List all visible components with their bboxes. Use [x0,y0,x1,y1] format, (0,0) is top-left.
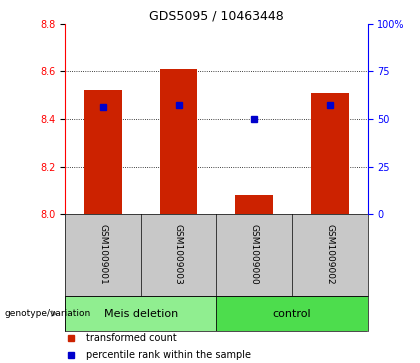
Text: percentile rank within the sample: percentile rank within the sample [86,350,251,360]
Text: GSM1009001: GSM1009001 [98,224,108,285]
Text: transformed count: transformed count [86,333,177,343]
Title: GDS5095 / 10463448: GDS5095 / 10463448 [149,9,284,23]
Text: GSM1009002: GSM1009002 [325,224,334,285]
Bar [65,296,216,331]
Text: genotype/variation: genotype/variation [4,309,90,318]
Bar [311,93,349,214]
Bar [235,195,273,214]
Text: GSM1009000: GSM1009000 [249,224,259,285]
Text: GSM1009003: GSM1009003 [174,224,183,285]
Text: control: control [273,309,311,319]
Bar [84,90,122,214]
Text: Meis deletion: Meis deletion [104,309,178,319]
Bar [160,69,197,214]
Bar [216,296,368,331]
